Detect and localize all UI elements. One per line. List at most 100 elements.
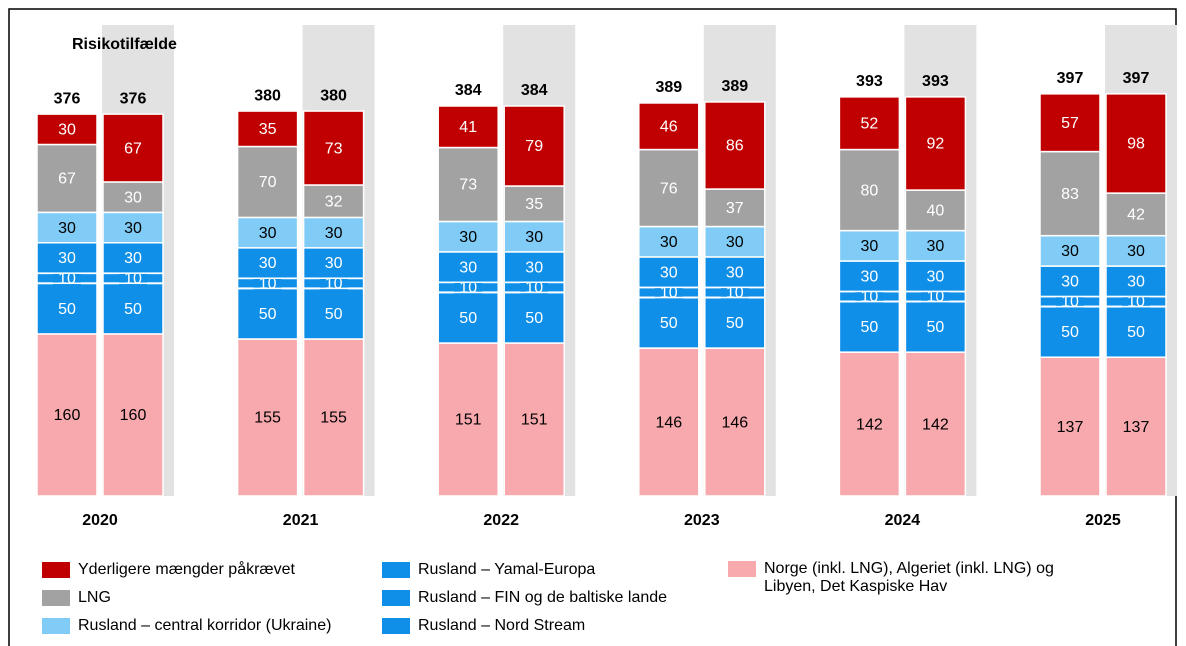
total-label: 393 [922,73,949,90]
frame [8,8,1177,646]
value-label: 30 [660,264,678,281]
value-label: 70 [259,174,277,191]
value-label: 30 [259,255,277,272]
value-label: 160 [54,407,81,424]
value-label: 30 [525,229,543,246]
bar-segment [1105,234,1167,267]
x-tick-label: 2025 [1085,512,1121,529]
bar-segment [302,338,365,497]
bar-segment [704,296,766,349]
x-tick-label: 2020 [82,512,118,529]
x-tick-label: 2021 [283,512,319,529]
legend-label: Rusland – Yamal-Europa [418,561,596,578]
bar-segment [102,181,164,214]
bar-segment [1039,93,1101,153]
bar-segment [638,102,700,151]
value-label: 30 [660,234,678,251]
total-label: 397 [1123,70,1150,87]
value-label: 10 [726,285,744,302]
bar-segment [704,347,766,497]
bar-segment [1039,356,1101,497]
value-label: 30 [124,220,142,237]
value-label: 50 [259,306,277,323]
bar-segment [1039,150,1101,237]
value-label: 10 [1061,294,1079,311]
bar-segment [302,110,365,186]
value-label: 146 [721,414,748,431]
value-label: 52 [861,115,879,132]
legend-swatch [42,618,70,634]
bar-segment [437,146,499,223]
legend-swatch [42,590,70,606]
value-label: 10 [124,270,142,287]
value-label: 86 [726,138,744,155]
value-label: 50 [1061,324,1079,341]
bar-segment [437,105,499,149]
bar-segment [638,296,700,349]
bar-segment [638,256,700,289]
value-label: 57 [1061,115,1079,132]
value-label: 155 [254,410,281,427]
bar-segment [704,225,766,258]
total-label: 389 [655,79,682,96]
value-label: 50 [927,319,945,336]
bar-segment [437,251,499,284]
legend-item: LNG [42,589,111,607]
value-label: 73 [325,140,343,157]
bar-segment [638,148,700,228]
value-label: 137 [1057,419,1084,436]
value-label: 10 [58,270,76,287]
value-label: 30 [58,220,76,237]
bar-segment [102,211,164,244]
bar-segment [1039,234,1101,267]
value-label: 35 [259,121,277,138]
value-label: 41 [459,119,477,136]
bar-segment [1039,305,1101,358]
total-label: 393 [856,73,883,90]
legend-item: Yderligere mængder påkrævet [42,561,295,579]
bar-segment [904,96,967,191]
bar-segment [236,110,299,148]
value-label: 30 [124,250,142,267]
value-label: 10 [459,280,477,297]
legend-label: LNG [78,589,111,606]
x-tick-label: 2024 [885,512,921,529]
value-label: 98 [1127,136,1145,153]
value-label: 155 [320,410,347,427]
legend-item: Rusland – Nord Stream [382,617,585,635]
value-label: 50 [124,301,142,318]
value-label: 83 [1061,186,1079,203]
value-label: 30 [124,189,142,206]
bar-segment [36,143,98,214]
legend-swatch [382,562,410,578]
value-label: 46 [660,118,678,135]
bar-segment [1039,265,1101,298]
value-label: 160 [120,407,147,424]
x-tick-label: 2022 [483,512,519,529]
value-label: 73 [459,177,477,194]
value-label: 50 [726,315,744,332]
bar-segment [236,338,299,497]
value-label: 30 [1127,273,1145,290]
value-label: 37 [726,200,744,217]
legend-item: Rusland – central korridor (Ukraine) [42,617,331,635]
value-label: 30 [1061,273,1079,290]
bar-segment [102,282,164,335]
value-label: 30 [325,255,343,272]
value-label: 30 [58,250,76,267]
bar-segment [904,229,967,262]
value-label: 151 [521,412,548,429]
value-label: 10 [660,285,678,302]
annotation: Risikotilfælde [72,36,177,53]
value-label: 30 [525,259,543,276]
value-label: 30 [325,225,343,242]
bar-segment [302,287,365,340]
value-label: 80 [861,182,879,199]
total-label: 389 [721,78,748,95]
value-label: 30 [1127,243,1145,260]
bar-segment [437,342,499,497]
value-label: 50 [525,310,543,327]
value-label: 30 [726,264,744,281]
bar-segment [503,220,565,253]
value-label: 30 [861,238,879,255]
